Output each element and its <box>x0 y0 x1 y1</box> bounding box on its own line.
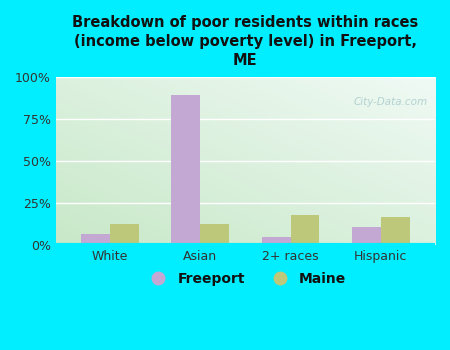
Text: City-Data.com: City-Data.com <box>353 97 428 107</box>
Title: Breakdown of poor residents within races
(income below poverty level) in Freepor: Breakdown of poor residents within races… <box>72 15 418 68</box>
Bar <box>261 237 291 245</box>
Bar <box>381 217 410 245</box>
Bar <box>110 224 139 245</box>
Bar <box>352 227 381 245</box>
Bar <box>171 95 200 245</box>
Bar <box>291 215 319 245</box>
Legend: Freeport, Maine: Freeport, Maine <box>144 272 346 286</box>
Bar <box>200 224 229 245</box>
Bar <box>81 234 110 245</box>
